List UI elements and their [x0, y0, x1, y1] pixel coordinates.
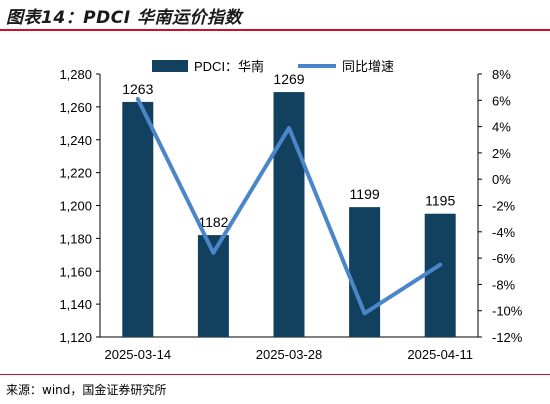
- title-rule: [0, 29, 550, 31]
- right-tick-label: 0%: [492, 172, 511, 187]
- left-tick-label: 1,260: [59, 100, 92, 115]
- chart: 1,120 1,140 1,160 1,180 1,200 1,220 1,240 1,260…: [59, 59, 522, 362]
- legend-line-label: 同比增速: [342, 59, 394, 74]
- left-tick-label: 1,200: [59, 199, 92, 214]
- x-tick-label: 2025-03-28: [256, 347, 323, 362]
- left-tick-label: 1,240: [59, 133, 92, 148]
- left-tick-label: 1,220: [59, 166, 92, 181]
- bar-data-label: 1269: [273, 71, 304, 87]
- x-tick-label: 2025-03-14: [105, 347, 172, 362]
- right-tick-label: 8%: [492, 67, 511, 82]
- right-tick-label: 4%: [492, 120, 511, 135]
- bar-data-label: 1182: [198, 214, 228, 230]
- right-tick-label: -12%: [492, 330, 523, 345]
- bars: [122, 92, 456, 337]
- left-tick-label: 1,160: [59, 264, 92, 279]
- right-tick-label: -4%: [492, 225, 516, 240]
- right-tick-label: 2%: [492, 146, 511, 161]
- growth-line: [135, 96, 443, 316]
- legend: PDCI：华南 同比增速: [152, 59, 394, 74]
- growth-line-path: [135, 96, 443, 316]
- left-tick-label: 1,280: [59, 67, 92, 82]
- bar-data-label: 1263: [122, 81, 153, 97]
- left-tick-label: 1,180: [59, 231, 92, 246]
- source-note: 来源：wind，国金证券研究所: [6, 383, 167, 397]
- right-tick-label: 6%: [492, 93, 511, 108]
- right-tick-label: -2%: [492, 199, 516, 214]
- bar: [349, 207, 381, 337]
- bar-data-label: 1195: [425, 193, 455, 209]
- right-tick-label: -6%: [492, 251, 516, 266]
- footer-rule: [0, 374, 550, 375]
- left-tick-label: 1,140: [59, 297, 92, 312]
- left-tick-label: 1,120: [59, 330, 92, 345]
- bar: [424, 213, 456, 337]
- right-tick-label: -10%: [492, 304, 523, 319]
- figure-title: 图表14：PDCI 华南运价指数: [6, 8, 242, 28]
- bar-labels: 1263 1182 1269 1199 1195: [122, 71, 455, 230]
- x-tick-label: 2025-04-11: [407, 347, 473, 362]
- bar-data-label: 1199: [350, 186, 380, 202]
- axes: 1,120 1,140 1,160 1,180 1,200 1,220 1,240 1,260…: [59, 67, 522, 362]
- legend-bar-label: PDCI：华南: [194, 59, 264, 74]
- right-tick-label: -8%: [492, 277, 516, 292]
- bar: [122, 101, 154, 337]
- legend-bar-swatch: [152, 60, 188, 72]
